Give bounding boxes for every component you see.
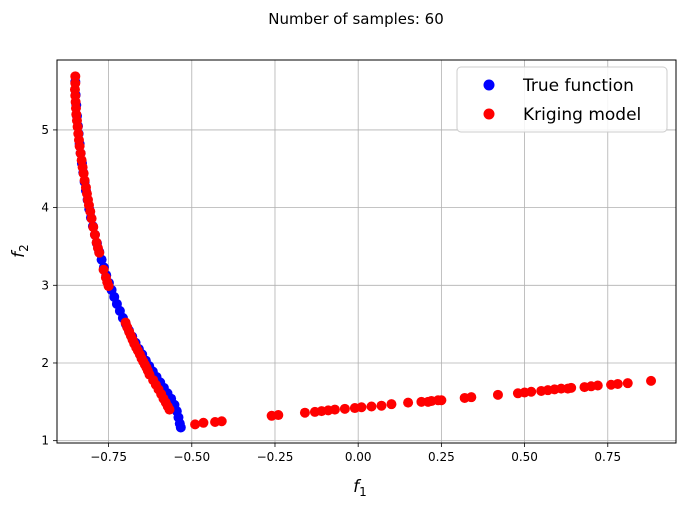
point-kriging-model <box>403 397 414 408</box>
point-kriging-model <box>273 410 284 421</box>
y-tick-label: 5 <box>41 123 49 137</box>
legend-label-true-function: True function <box>522 76 634 96</box>
x-tick-label: −0.25 <box>257 450 294 464</box>
point-kriging-model <box>386 399 397 410</box>
legend-frame <box>456 66 668 133</box>
x-tick-label: 0.25 <box>428 450 455 464</box>
point-kriging-model <box>492 389 503 400</box>
grid-lines <box>57 60 676 443</box>
point-kriging-model <box>216 416 227 427</box>
point-kriging-model <box>198 417 209 428</box>
point-kriging-model <box>89 229 100 240</box>
point-kriging-model <box>566 382 577 393</box>
point-kriging-model <box>436 395 447 406</box>
x-axis-label-subscript: 1 <box>359 485 367 499</box>
plot-frame <box>56 59 677 444</box>
point-kriging-model <box>190 419 201 430</box>
y-axis-label-subscript: 2 <box>17 244 31 252</box>
point-true-function <box>175 422 186 433</box>
point-kriging-model <box>622 378 633 389</box>
x-axis-label: f1 <box>353 477 367 499</box>
point-kriging-model <box>592 380 603 391</box>
legend-marker-kriging-model <box>483 108 495 120</box>
x-tick-label: −0.75 <box>90 450 127 464</box>
point-kriging-model <box>646 375 657 386</box>
y-tick-label: 1 <box>41 434 49 448</box>
point-kriging-model <box>356 402 367 413</box>
y-tick-label: 2 <box>41 356 49 370</box>
point-kriging-model <box>103 281 114 292</box>
legend-label-kriging-model: Kriging model <box>523 105 641 125</box>
point-kriging-model <box>526 386 537 397</box>
point-kriging-model <box>376 400 387 411</box>
point-kriging-model <box>98 264 109 275</box>
point-kriging-model <box>70 71 81 82</box>
point-kriging-model <box>88 222 99 233</box>
point-kriging-model <box>366 401 377 412</box>
y-axis-label: f2 <box>9 244 31 258</box>
axis-ticks: −0.75 −0.50 −0.25 0.00 0.25 0.50 0.75 1 2 3 4 5 <box>41 123 621 464</box>
point-kriging-model <box>329 404 340 415</box>
x-tick-label: 0.75 <box>594 450 621 464</box>
x-tick-label: 0.00 <box>345 450 372 464</box>
point-kriging-model <box>339 403 350 414</box>
y-tick-label: 4 <box>41 201 49 215</box>
point-kriging-model <box>86 213 97 224</box>
point-kriging-model <box>299 407 310 418</box>
y-axis-label-main: f <box>9 249 29 258</box>
x-tick-label: −0.50 <box>173 450 210 464</box>
legend: True function Kriging model <box>456 66 668 133</box>
point-kriging-model <box>164 404 175 415</box>
data-points <box>69 71 657 433</box>
point-kriging-model <box>466 392 477 403</box>
x-axis-label-main: f <box>353 477 362 497</box>
legend-marker-true-function <box>483 79 495 91</box>
point-kriging-model <box>612 378 623 389</box>
x-tick-label: 0.50 <box>511 450 538 464</box>
point-kriging-model <box>94 247 105 258</box>
y-tick-label: 3 <box>41 278 49 292</box>
chart-title: Number of samples: 60 <box>268 10 444 28</box>
